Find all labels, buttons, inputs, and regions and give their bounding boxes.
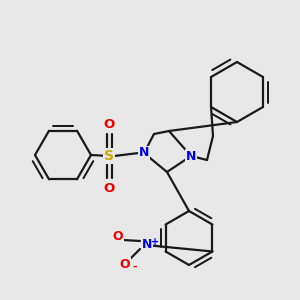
Text: O: O — [103, 118, 115, 130]
Text: N: N — [142, 238, 152, 251]
Text: O: O — [103, 118, 115, 130]
Text: O: O — [120, 257, 130, 271]
Text: -: - — [133, 262, 137, 272]
Text: O: O — [113, 230, 123, 244]
Text: S: S — [104, 149, 114, 163]
Text: N: N — [139, 146, 149, 160]
Text: +: + — [151, 237, 159, 247]
Text: S: S — [104, 149, 114, 163]
Text: O: O — [103, 182, 115, 194]
Text: N: N — [186, 149, 196, 163]
Text: O: O — [103, 182, 115, 194]
